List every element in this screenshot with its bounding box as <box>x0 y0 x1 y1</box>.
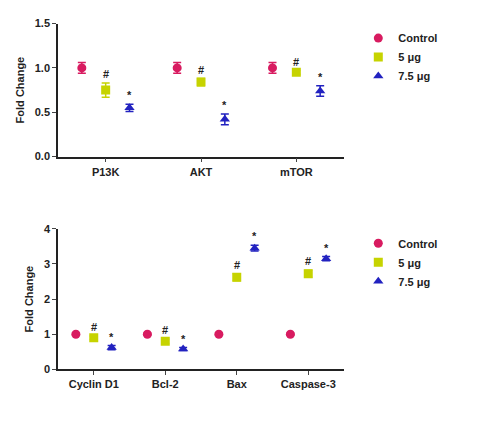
svg-text:#: # <box>91 321 97 333</box>
svg-text:Bax: Bax <box>227 378 248 390</box>
svg-text:#: # <box>234 259 240 271</box>
svg-text:0.0: 0.0 <box>35 150 50 162</box>
svg-text:*: * <box>222 99 227 111</box>
svg-text:#: # <box>305 255 311 267</box>
svg-text:5 μg: 5 μg <box>398 51 421 63</box>
svg-text:mTOR: mTOR <box>280 166 313 178</box>
svg-text:1.5: 1.5 <box>35 17 50 29</box>
svg-text:5 μg: 5 μg <box>398 257 421 269</box>
svg-text:#: # <box>103 68 109 80</box>
svg-text:7.5 μg: 7.5 μg <box>398 276 430 288</box>
svg-text:Fold Change: Fold Change <box>14 57 26 124</box>
svg-text:3: 3 <box>44 258 50 270</box>
svg-text:Cyclin D1: Cyclin D1 <box>69 378 119 390</box>
svg-text:#: # <box>162 324 168 336</box>
svg-text:2: 2 <box>44 293 50 305</box>
svg-text:*: * <box>109 331 114 343</box>
svg-text:*: * <box>252 230 257 242</box>
svg-text:Bcl-2: Bcl-2 <box>152 378 179 390</box>
svg-text:*: * <box>181 333 186 345</box>
svg-text:*: * <box>127 89 132 101</box>
svg-text:Fold Change: Fold Change <box>23 266 35 333</box>
svg-text:1: 1 <box>44 328 50 340</box>
svg-text:4: 4 <box>44 223 51 235</box>
svg-text:*: * <box>318 71 323 83</box>
svg-text:Control: Control <box>398 238 437 250</box>
svg-text:AKT: AKT <box>190 166 213 178</box>
svg-text:*: * <box>324 242 329 254</box>
svg-text:Caspase-3: Caspase-3 <box>281 378 336 390</box>
svg-text:1.0: 1.0 <box>35 62 50 74</box>
svg-text:#: # <box>198 64 204 76</box>
svg-text:7.5 μg: 7.5 μg <box>398 70 430 82</box>
svg-text:Control: Control <box>398 32 437 44</box>
svg-text:P13K: P13K <box>92 166 120 178</box>
svg-text:0: 0 <box>44 363 50 375</box>
svg-text:0.5: 0.5 <box>35 106 50 118</box>
svg-text:#: # <box>293 56 299 68</box>
